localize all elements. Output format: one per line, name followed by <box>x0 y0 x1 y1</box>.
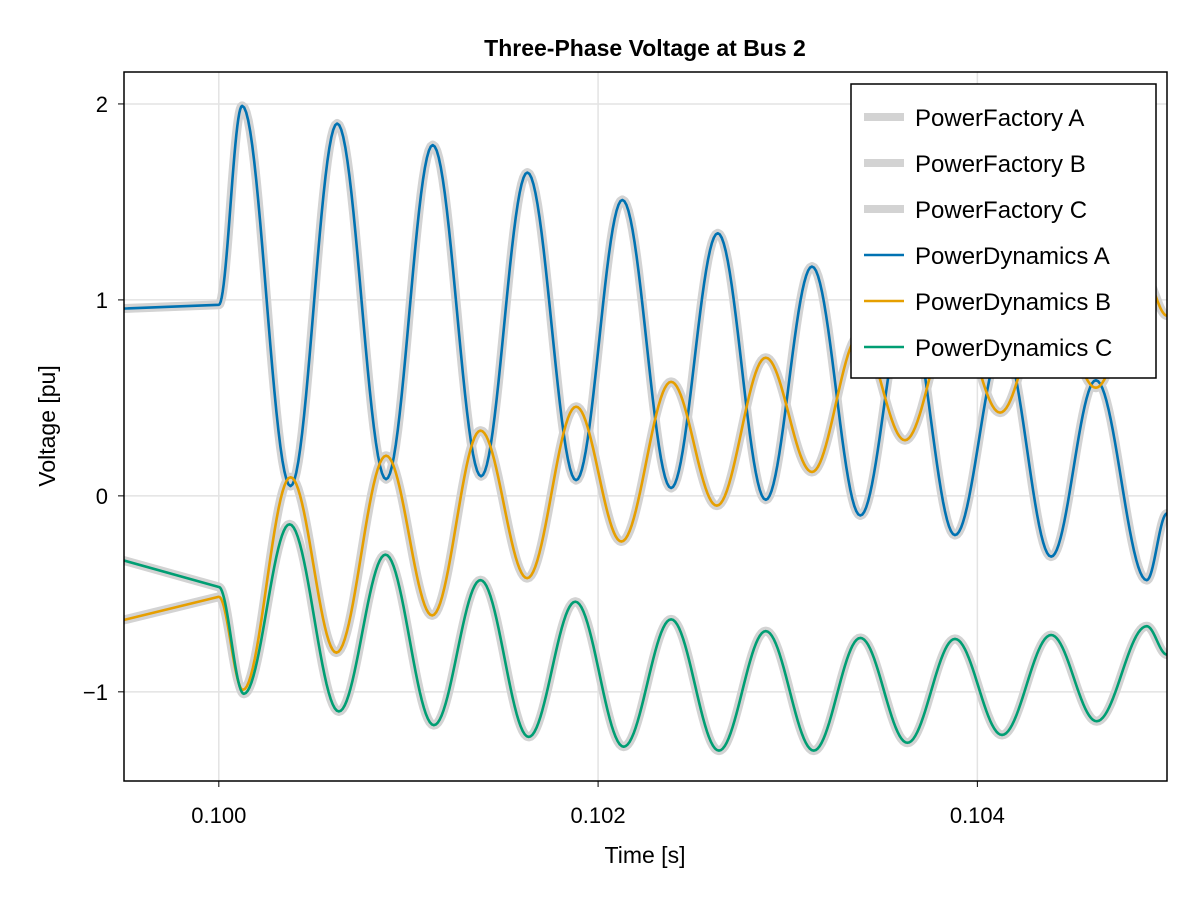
legend-box <box>850 83 1157 379</box>
series-line-powerdynamics-a <box>124 104 1167 582</box>
legend-label: PowerDynamics B <box>915 289 1111 316</box>
y-tick-label: 2 <box>96 92 108 117</box>
y-tick-label: 0 <box>96 484 108 509</box>
series-line-powerdynamics-c <box>124 522 1167 752</box>
legend-label: PowerFactory A <box>915 105 1084 132</box>
legend-label: PowerFactory B <box>915 151 1086 178</box>
x-axis-ticks: 0.100 0.102 0.104 <box>191 781 1005 828</box>
y-axis-ticks: 2 1 0 −1 <box>83 92 124 705</box>
legend-label: PowerDynamics C <box>915 335 1112 362</box>
y-tick-label: 1 <box>96 288 108 313</box>
y-tick-label: −1 <box>83 680 108 705</box>
legend-label: PowerDynamics A <box>915 243 1110 270</box>
x-tick-label: 0.104 <box>950 803 1005 828</box>
x-axis-label: Time [s] <box>605 842 686 868</box>
plot-frame <box>123 71 1168 782</box>
legend: PowerFactory A PowerFactory B PowerFactory… <box>850 83 1157 379</box>
x-tick-label: 0.100 <box>191 803 246 828</box>
x-tick-label: 0.102 <box>571 803 626 828</box>
legend-label: PowerFactory C <box>915 197 1087 224</box>
y-axis-label: Voltage [pu] <box>34 365 60 487</box>
chart-title: Three-Phase Voltage at Bus 2 <box>484 35 806 61</box>
